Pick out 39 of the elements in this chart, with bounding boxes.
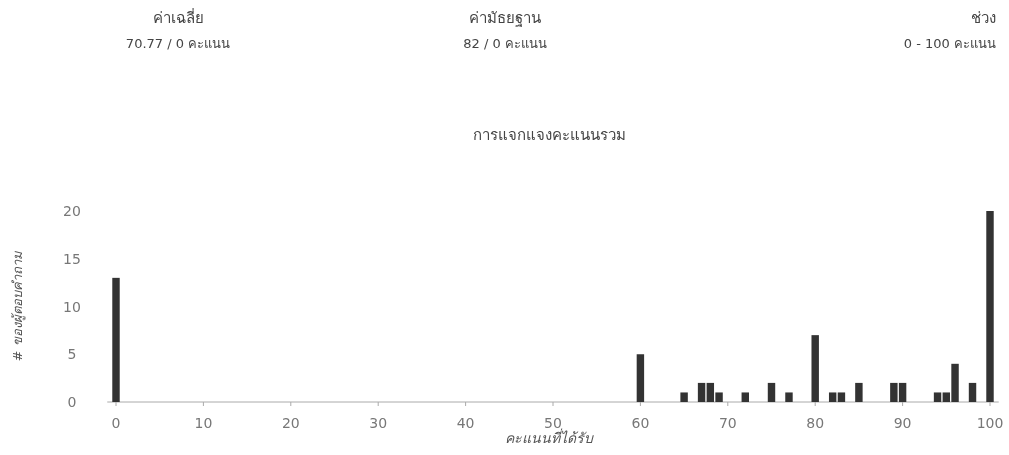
bar <box>697 382 706 402</box>
x-tick-label: 60 <box>631 415 650 431</box>
x-tick-label: 40 <box>456 415 475 431</box>
bar <box>855 382 863 402</box>
x-tick-label: 10 <box>194 415 213 431</box>
text: ค่าเฉลี่ย <box>152 7 204 27</box>
y-tick-label: 5 <box>67 346 77 363</box>
x-tick-label: 100 <box>976 415 1004 431</box>
text: 82 / 0 คะแนน <box>463 36 547 51</box>
x-tick-label: 90 <box>893 415 912 431</box>
y-tick-label: 10 <box>63 298 81 315</box>
y-tick-label: 20 <box>63 203 81 219</box>
x-tick-label: 80 <box>806 415 825 431</box>
x-axis-title: คะแนนที่ได้รับ <box>505 428 594 446</box>
bar <box>968 382 977 402</box>
y-tick-label: 0 <box>67 394 77 410</box>
text: 0 - 100 คะแนน <box>903 36 996 51</box>
bar <box>811 335 819 402</box>
bar <box>837 392 846 402</box>
bar <box>767 382 776 402</box>
chart-title: การแจกแจงคะแนนรวม <box>472 126 626 144</box>
text: ค่ามัธยฐาน <box>469 9 541 27</box>
bar <box>741 392 749 402</box>
y-axis-title: # ของผู้ตอบคำถาม <box>10 250 26 362</box>
bar <box>933 392 942 402</box>
x-tick-label: 70 <box>718 415 737 431</box>
bar <box>112 277 120 402</box>
x-tick-label: 0 <box>111 415 121 431</box>
bar <box>828 392 837 402</box>
x-tick-label: 20 <box>281 415 300 431</box>
y-tick-label: 15 <box>63 250 81 267</box>
bar <box>785 392 793 402</box>
bar <box>636 354 645 402</box>
bar <box>986 211 994 402</box>
text: 70.77 / 0 คะแนน <box>125 36 231 51</box>
x-tick-label: 30 <box>369 415 388 431</box>
x-tick-label: 50 <box>544 415 562 431</box>
bar <box>680 392 688 402</box>
text: ช่วง <box>971 9 996 27</box>
